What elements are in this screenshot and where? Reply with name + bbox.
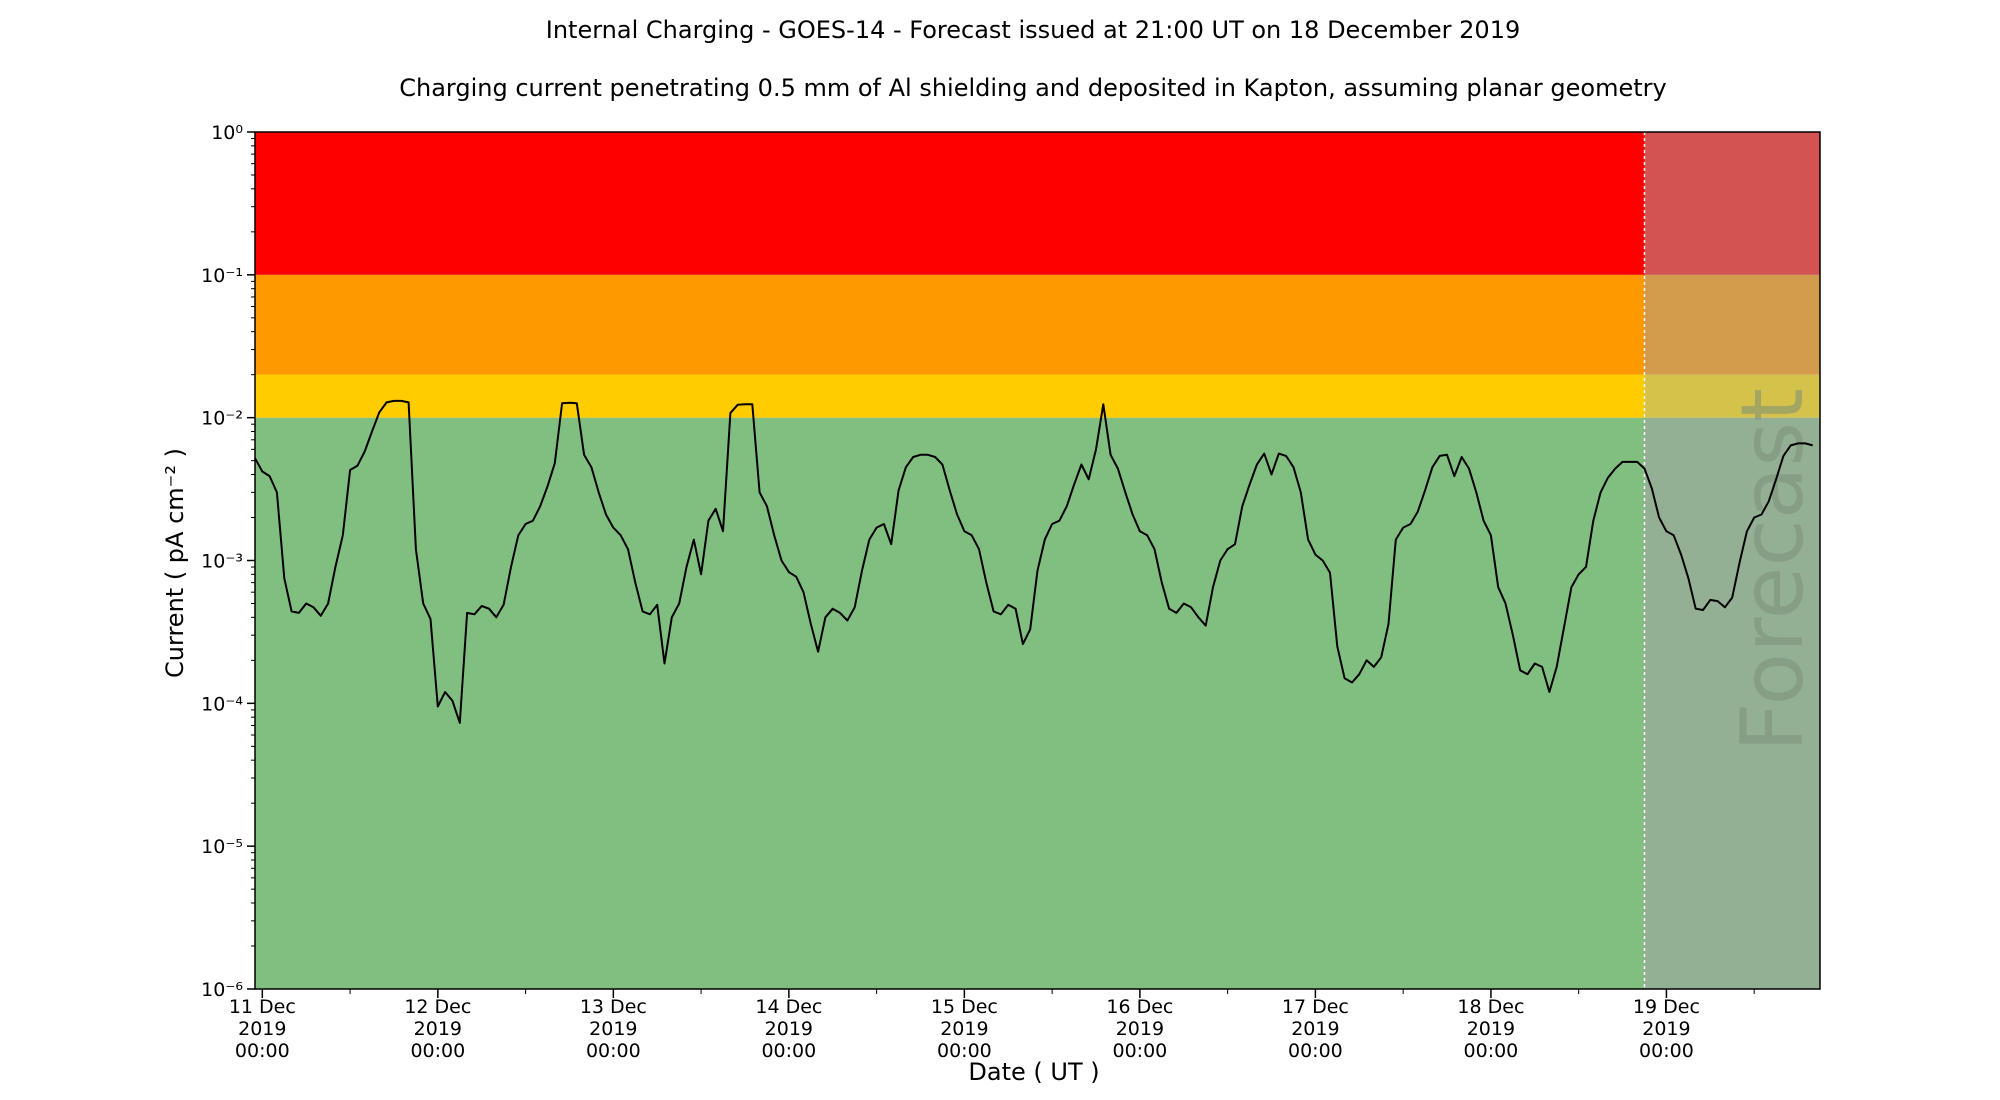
forecast-region	[1644, 132, 1820, 990]
x-tick-label-2-1: 2019	[589, 1018, 637, 1040]
y-tick-label-0: 10⁻⁶	[201, 979, 243, 1001]
x-tick-label-6-2: 00:00	[1288, 1040, 1343, 1062]
x-tick-label-8-1: 2019	[1642, 1018, 1690, 1040]
current-series-line	[254, 399, 1813, 724]
y-tick-label-3: 10⁻³	[201, 551, 243, 573]
x-tick-label-5-1: 2019	[1116, 1018, 1164, 1040]
x-tick-label-6-1: 2019	[1291, 1018, 1339, 1040]
x-axis-label: Date ( UT )	[968, 1058, 1099, 1086]
x-tick-label-7-1: 2019	[1467, 1018, 1515, 1040]
y-tick-label-4: 10⁻²	[201, 408, 243, 430]
forecast-band-3	[1644, 132, 1820, 275]
x-tick-label-1-1: 2019	[414, 1018, 462, 1040]
x-tick-label-1-2: 00:00	[410, 1040, 465, 1062]
x-tick-label-0-1: 2019	[238, 1018, 286, 1040]
x-tick-label-0-2: 00:00	[235, 1040, 290, 1062]
x-tick-label-7-2: 00:00	[1464, 1040, 1519, 1062]
y-axis: 10⁻⁶ 10⁻⁵ 10⁻⁴ 10⁻³ 10⁻² 10⁻¹ 10⁰	[201, 122, 255, 1001]
forecast-band-0	[1644, 417, 1820, 990]
chart-title: Internal Charging - GOES-14 - Forecast i…	[546, 16, 1520, 44]
x-tick-label-2-2: 00:00	[586, 1040, 641, 1062]
x-tick-label-8-0: 19 Dec	[1633, 996, 1700, 1018]
x-tick-label-7-0: 18 Dec	[1457, 996, 1524, 1018]
forecast-label: Forecast	[1723, 388, 1823, 752]
y-tick-label-2: 10⁻⁴	[201, 693, 243, 715]
risk-band-0	[255, 417, 1645, 990]
x-tick-label-3-0: 14 Dec	[755, 996, 822, 1018]
chart-subtitle: Charging current penetrating 0.5 mm of A…	[399, 74, 1667, 102]
x-tick-label-0-0: 11 Dec	[229, 996, 296, 1018]
x-tick-label-4-0: 15 Dec	[931, 996, 998, 1018]
y-tick-label-1: 10⁻⁵	[201, 836, 243, 858]
x-tick-label-3-2: 00:00	[761, 1040, 816, 1062]
y-axis-label: Current ( pA cm⁻² )	[161, 448, 189, 678]
y-tick-label-6: 10⁰	[211, 122, 243, 144]
forecast-band-1	[1644, 374, 1820, 418]
x-tick-label-8-2: 00:00	[1639, 1040, 1694, 1062]
forecast-band-2	[1644, 274, 1820, 375]
risk-bands	[255, 132, 1645, 990]
risk-band-3	[255, 132, 1645, 275]
y-tick-label-5: 10⁻¹	[201, 265, 243, 287]
risk-band-2	[255, 274, 1645, 375]
x-tick-label-3-1: 2019	[765, 1018, 813, 1040]
x-tick-label-5-0: 16 Dec	[1106, 996, 1173, 1018]
risk-band-1	[255, 374, 1645, 418]
x-tick-label-5-2: 00:00	[1113, 1040, 1168, 1062]
x-tick-label-4-1: 2019	[940, 1018, 988, 1040]
x-tick-label-4-2: 00:00	[937, 1040, 992, 1062]
x-tick-label-6-0: 17 Dec	[1282, 996, 1349, 1018]
x-tick-label-1-0: 12 Dec	[404, 996, 471, 1018]
x-tick-label-2-0: 13 Dec	[580, 996, 647, 1018]
